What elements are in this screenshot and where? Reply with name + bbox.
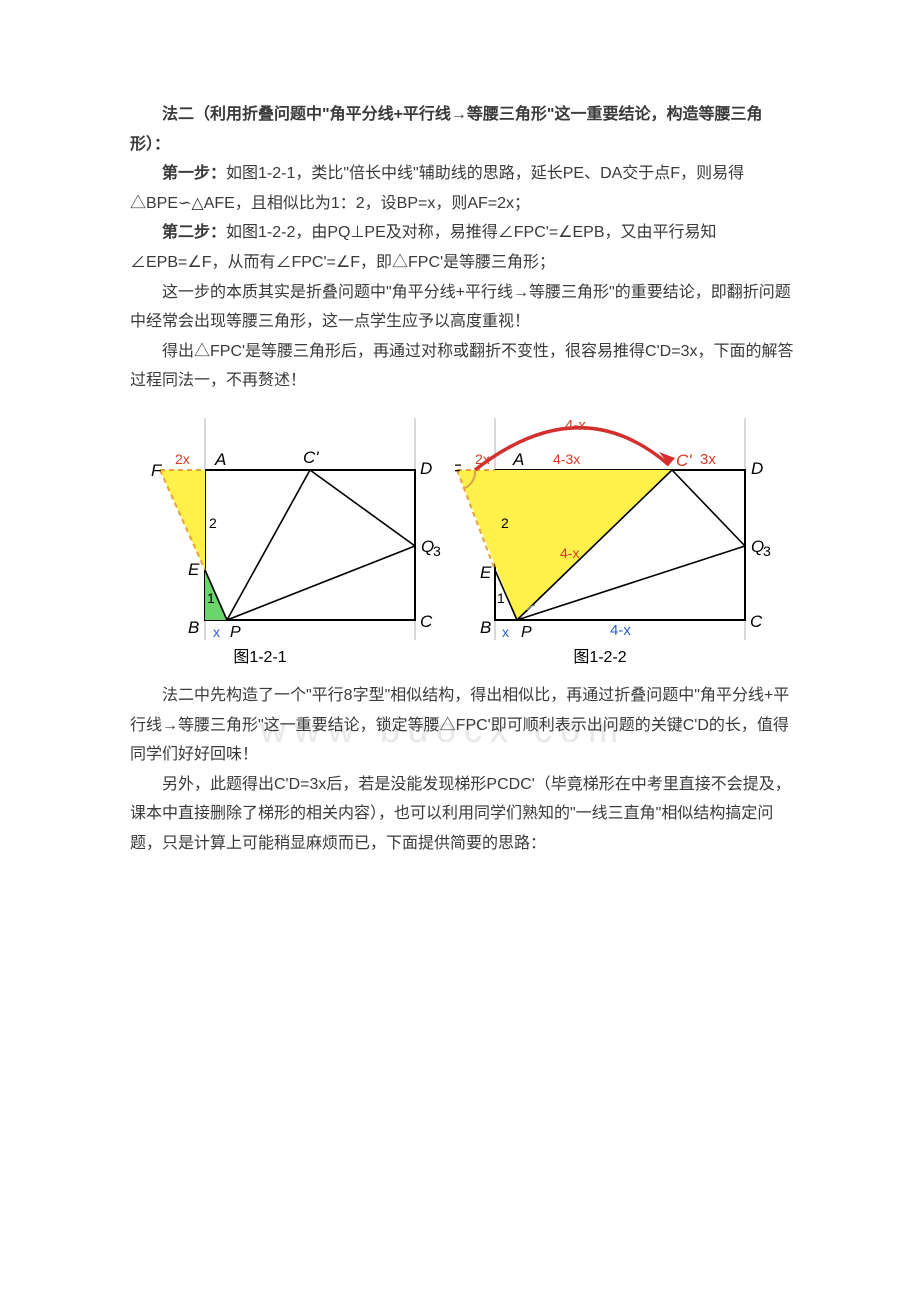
label-x: x	[213, 624, 220, 640]
label-D2: D	[751, 459, 763, 478]
label-P: P	[230, 624, 241, 641]
label-D: D	[420, 459, 432, 478]
label-E2: E	[480, 563, 492, 582]
label-2x: 2x	[175, 451, 190, 467]
step-1-lead: 第一步：	[162, 165, 226, 182]
label-4mx-mid: 4-x	[560, 545, 579, 561]
label-B: B	[188, 618, 199, 637]
label-3b: 3	[763, 543, 771, 559]
caption-2: 图1-2-2	[573, 649, 626, 666]
step-2-lead: 第二步：	[162, 224, 226, 241]
step-2: 第二步：如图1-2-2，由PQ⊥PE及对称，易推得∠FPC'=∠EPB，又由平行…	[130, 218, 800, 277]
method-title: 法二（利用折叠问题中"角平分线+平行线→等腰三角形"这一重要结论，构造等腰三角形…	[130, 100, 800, 159]
conclusion-2: 另外，此题得出C'D=3x后，若是没能发现梯形PCDC'（毕竟梯形在中考里直接不…	[130, 770, 800, 859]
label-A: A	[214, 450, 226, 469]
label-1: 1	[207, 590, 215, 606]
label-3: 3	[433, 543, 441, 559]
diagram-area: F A C' D Q E B P C 1 2 3 x 2x 图1-2-1	[130, 410, 800, 675]
label-4m3x: 4-3x	[553, 451, 580, 467]
note-1: 这一步的本质其实是折叠问题中"角平分线+平行线→等腰三角形"的重要结论，即翻折问…	[130, 278, 800, 337]
label-xb: x	[502, 624, 509, 640]
label-A2: A	[512, 450, 524, 469]
label-3xb: 3x	[700, 451, 716, 468]
figure-1-2-1: F A C' D Q E B P C 1 2 3 x 2x 图1-2-1	[145, 410, 445, 675]
label-2: 2	[209, 515, 217, 531]
label-P2: P	[521, 624, 532, 641]
step-1: 第一步：如图1-2-1，类比"倍长中线"辅助线的思路，延长PE、DA交于点F，则…	[130, 159, 800, 218]
label-C: C	[420, 612, 433, 631]
label-1b: 1	[497, 590, 505, 606]
label-B2: B	[480, 618, 491, 637]
caption-1: 图1-2-1	[233, 649, 286, 666]
label-2xb: 2x	[475, 451, 490, 467]
label-F: F	[151, 461, 163, 480]
label-C2: C	[750, 612, 763, 631]
label-4mx-top: 4-x	[565, 417, 586, 434]
label-Cp: C'	[303, 448, 319, 467]
conclusion-1: 法二中先构造了一个"平行8字型"相似结构，得出相似比，再通过折叠问题中"角平分线…	[130, 681, 800, 770]
label-4mx-bot: 4-x	[610, 622, 631, 639]
label-Cp2: C'	[676, 451, 692, 470]
label-E: E	[188, 560, 200, 579]
note-2: 得出△FPC'是等腰三角形后，再通过对称或翻折不变性，很容易推得C'D=3x，下…	[130, 337, 800, 396]
label-2b: 2	[501, 515, 509, 531]
figure-1-2-2: F A C' D Q E B P C 1 2 3 x 2x 3x 4-x 4-3…	[455, 410, 785, 675]
